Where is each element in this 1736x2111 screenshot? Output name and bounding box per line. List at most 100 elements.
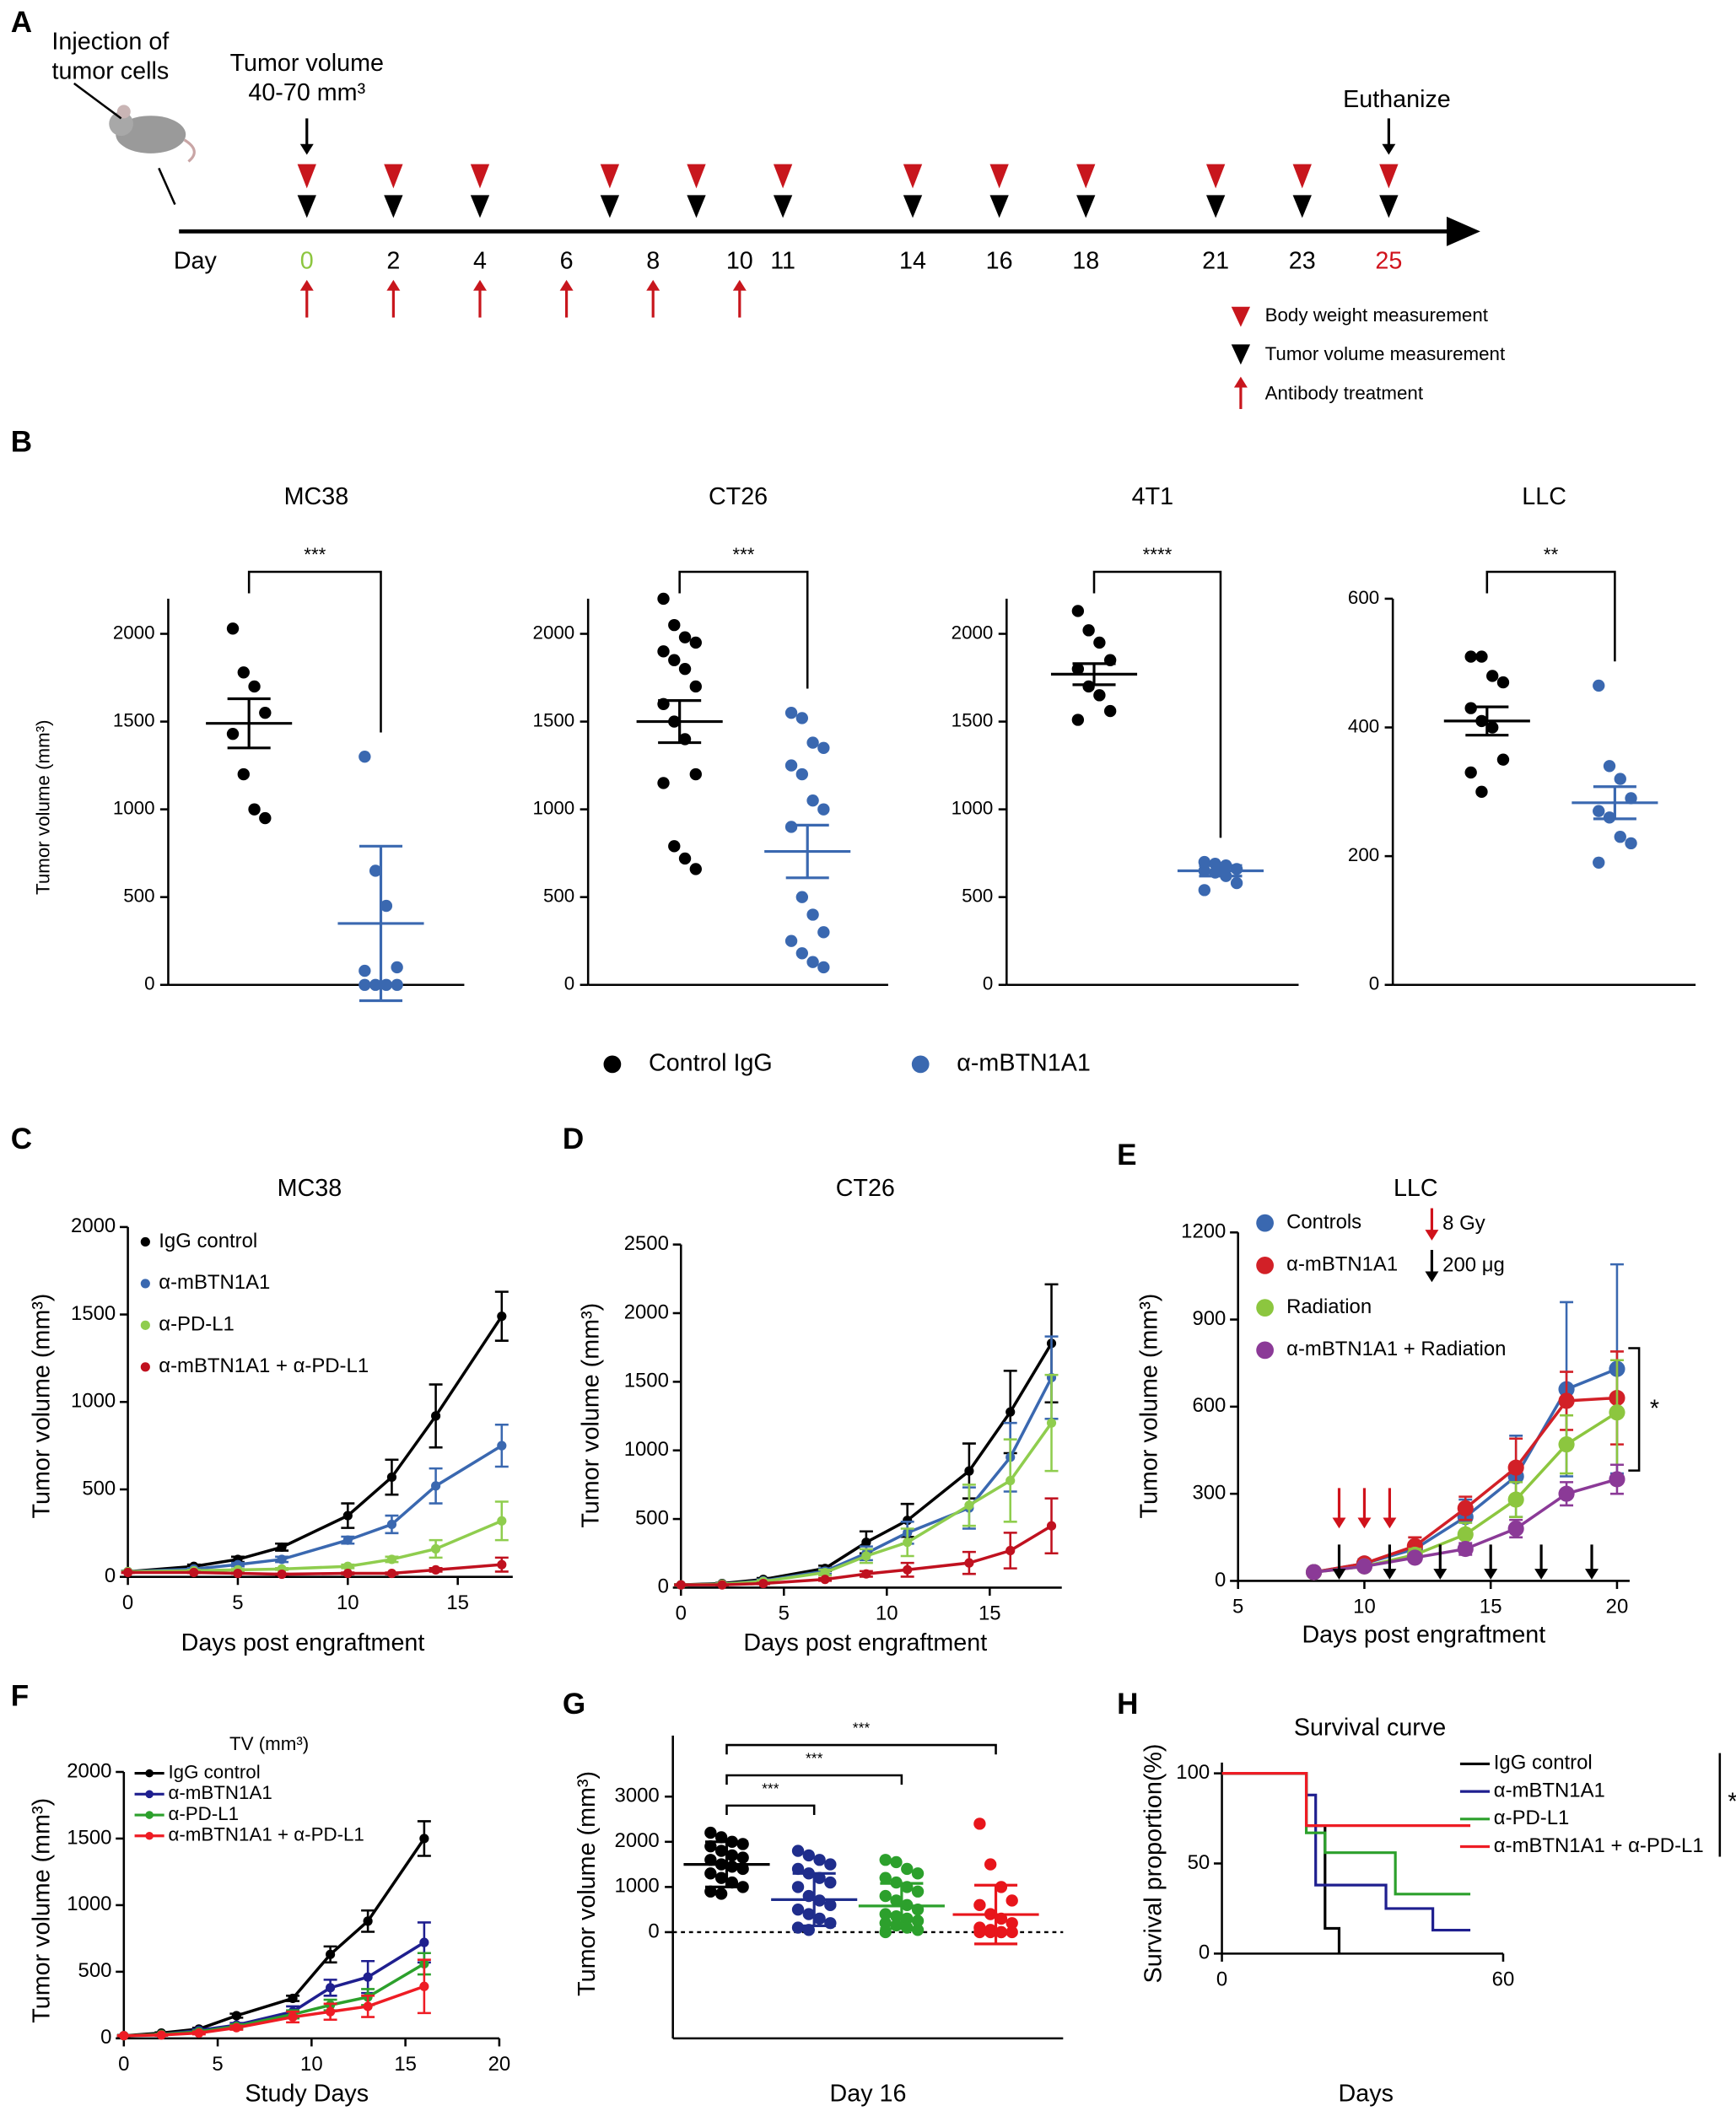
data-point [1071, 714, 1085, 726]
data-point [1614, 831, 1626, 843]
y-tick-label: 3000 [615, 1785, 660, 1807]
arrow-head [1425, 1271, 1439, 1283]
data-point [1475, 785, 1488, 799]
data-point [1103, 704, 1117, 718]
data-point [657, 777, 670, 789]
error-bar [658, 699, 702, 745]
x-axis-title: Days post engraftment [181, 1629, 425, 1656]
significance-label: ** [1544, 544, 1559, 565]
panel-label: H [1117, 1688, 1138, 1721]
legend-label: α-mBTN1A1 [168, 1782, 272, 1803]
legend-marker [1256, 1341, 1274, 1360]
legend-marker [1231, 344, 1251, 365]
data-point [964, 1500, 974, 1511]
data-point [911, 1914, 925, 1927]
panel-label: C [11, 1123, 32, 1155]
data-point [233, 1568, 243, 1579]
legend-marker [145, 1769, 154, 1778]
chart-title: LLC [1522, 483, 1566, 510]
data-point [342, 1535, 353, 1545]
significance-label: **** [1143, 544, 1173, 565]
panel-label: A [11, 6, 32, 39]
legend-marker [603, 1055, 622, 1074]
antibody-marker [299, 279, 314, 318]
data-point [1603, 760, 1616, 773]
y-tick-label: 2000 [67, 1759, 111, 1782]
legend-marker [145, 1831, 154, 1840]
data-point [1230, 876, 1243, 890]
data-point [795, 891, 809, 903]
series-line [123, 1962, 425, 2038]
data-point [689, 636, 702, 649]
y-tick-label: 600 [1192, 1394, 1226, 1417]
data-point [1005, 1894, 1018, 1907]
data-point [1305, 1564, 1323, 1581]
x-tick-label: 5 [1232, 1596, 1243, 1618]
series-line [127, 1444, 503, 1574]
antibody-marker [559, 279, 574, 318]
annotation-key [1425, 1250, 1439, 1283]
y-tick-label: 2000 [113, 622, 155, 643]
data-point [903, 1564, 913, 1575]
data-point [1005, 1407, 1016, 1417]
data-point [342, 1511, 353, 1521]
arrow-head [1383, 1517, 1397, 1529]
data-point [813, 1912, 826, 1925]
data-point [248, 803, 261, 816]
data-point [1593, 805, 1605, 817]
data-point [817, 926, 830, 939]
x-tick-label: 15 [1480, 1596, 1502, 1618]
tumor-volume-marker [1205, 195, 1226, 218]
data-point [326, 2006, 336, 2017]
y-axis-title: Tumor volume (mm³) [33, 719, 54, 895]
day-label: 0 [300, 248, 314, 275]
data-point [326, 1983, 336, 1993]
series-line [123, 1837, 426, 2038]
day-label: 16 [986, 248, 1013, 275]
data-point [824, 1917, 837, 1930]
antibody-marker [386, 279, 401, 318]
significance-label: *** [732, 544, 754, 565]
data-point [704, 1885, 717, 1898]
pointer-arrow [73, 82, 122, 120]
data-point [231, 2011, 241, 2021]
survival-curve [1221, 1772, 1341, 1954]
arrow-head [1233, 376, 1248, 388]
data-point [1005, 1925, 1018, 1939]
data-point [890, 1910, 903, 1923]
end-label: Euthanize [1343, 86, 1451, 113]
data-point [380, 978, 393, 991]
data-point [984, 1925, 997, 1939]
data-point [689, 680, 702, 693]
data-point [497, 1311, 507, 1322]
x-tick-label: 60 [1492, 1968, 1515, 1991]
data-point [277, 1554, 287, 1564]
data-point [1614, 773, 1626, 785]
y-tick-label: 500 [123, 886, 154, 907]
day-label: 10 [726, 248, 753, 275]
data-point [784, 759, 798, 772]
x-tick-label: 10 [1353, 1596, 1376, 1618]
start-arrow [299, 118, 314, 155]
injection-label: Injection of [51, 29, 170, 56]
x-axis-title: Day 16 [830, 2080, 907, 2107]
data-point [259, 811, 272, 825]
data-point [226, 622, 240, 635]
data-point [861, 1551, 871, 1561]
treatment-arrow [1383, 1544, 1397, 1580]
data-point [704, 1867, 717, 1880]
survival-curve [1221, 1772, 1471, 1828]
data-point [668, 618, 681, 632]
data-point [813, 1871, 826, 1884]
x-tick-label: 5 [779, 1602, 790, 1625]
data-point [795, 767, 809, 781]
arrow-head [732, 279, 747, 291]
data-point [784, 706, 798, 719]
data-point [995, 1925, 1008, 1939]
y-axis-title: Tumor volume (mm³) [29, 1798, 56, 2023]
data-point [911, 1867, 925, 1880]
data-point [1558, 1485, 1575, 1502]
x-tick-label: 15 [446, 1591, 469, 1614]
data-point [1005, 1545, 1016, 1556]
day-label: 14 [899, 248, 926, 275]
